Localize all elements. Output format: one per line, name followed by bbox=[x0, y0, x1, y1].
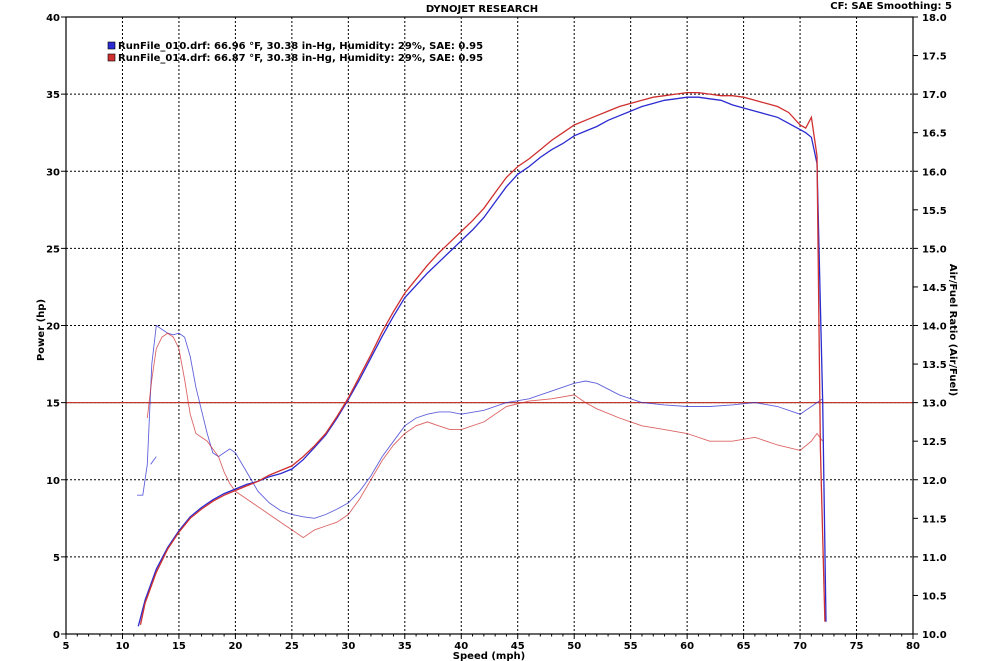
y2-tick-label-18.0: 18.0 bbox=[922, 13, 947, 24]
x-tick-label-20: 20 bbox=[228, 641, 242, 652]
legend: RunFile_010.drf: 66.96 °F, 30.38 in-Hg, … bbox=[107, 41, 483, 64]
y2-tick-label-15.0: 15.0 bbox=[922, 244, 947, 255]
series-lines bbox=[137, 91, 827, 627]
y-tick-label-30: 30 bbox=[46, 167, 60, 178]
legend-label-2: RunFile_014.drf: 66.87 °F, 30.38 in-Hg, … bbox=[118, 53, 483, 64]
x-tick-label-75: 75 bbox=[850, 641, 864, 652]
y2-tick-label-13.0: 13.0 bbox=[922, 399, 947, 410]
y2-tick-label-10.0: 10.0 bbox=[922, 630, 947, 641]
y2-tick-label-15.5: 15.5 bbox=[922, 206, 947, 217]
x-axis-ticks: 5 10 15 20 25 30 35 40 45 50 55 60 65 70 75 80 bbox=[63, 634, 920, 652]
y-tick-label-0: 0 bbox=[53, 630, 60, 641]
chart-subtitle: CF: SAE Smoothing: 5 bbox=[830, 1, 952, 12]
x-tick-label-25: 25 bbox=[285, 641, 299, 652]
x-tick-label-50: 50 bbox=[567, 641, 581, 652]
series-1-afr-fragment bbox=[150, 456, 157, 465]
y2-tick-label-10.5: 10.5 bbox=[922, 591, 947, 602]
x-tick-label-45: 45 bbox=[511, 641, 525, 652]
y2-tick-label-12.0: 12.0 bbox=[922, 476, 947, 487]
series-1-afr-line bbox=[137, 324, 823, 519]
y2-tick-label-14.0: 14.0 bbox=[922, 322, 947, 333]
x-axis-title: Speed (mph) bbox=[453, 651, 525, 661]
y-axis-title: Power (hp) bbox=[36, 299, 47, 361]
x-tick-label-55: 55 bbox=[624, 641, 638, 652]
x-tick-label-30: 30 bbox=[341, 641, 355, 652]
grid-lines bbox=[66, 17, 913, 634]
y-tick-label-35: 35 bbox=[46, 90, 60, 101]
x-tick-label-10: 10 bbox=[116, 641, 130, 652]
series-2-afr-line bbox=[146, 332, 824, 539]
x-tick-label-5: 5 bbox=[63, 641, 70, 652]
x-tick-label-80: 80 bbox=[906, 641, 920, 652]
chart-title: DYNOJET RESEARCH bbox=[426, 4, 538, 15]
y-tick-label-10: 10 bbox=[46, 476, 60, 487]
legend-label-1: RunFile_010.drf: 66.96 °F, 30.38 in-Hg, … bbox=[118, 41, 483, 52]
y-tick-label-40: 40 bbox=[46, 13, 60, 24]
series-1-power-line bbox=[137, 96, 827, 627]
y2-tick-label-14.5: 14.5 bbox=[922, 283, 947, 294]
x-tick-label-70: 70 bbox=[793, 641, 807, 652]
legend-swatch-1 bbox=[107, 41, 116, 50]
plot-frame bbox=[65, 16, 914, 635]
y2-axis-title: Air/Fuel Ratio (Air/Fuel) bbox=[947, 264, 958, 396]
y2-tick-label-16.0: 16.0 bbox=[922, 167, 947, 178]
x-tick-label-15: 15 bbox=[172, 641, 186, 652]
y2-tick-label-17.5: 17.5 bbox=[922, 52, 947, 63]
y2-tick-label-16.5: 16.5 bbox=[922, 129, 947, 140]
y2-tick-label-11.0: 11.0 bbox=[922, 553, 947, 564]
y-tick-label-20: 20 bbox=[46, 322, 60, 333]
y2-tick-label-12.5: 12.5 bbox=[922, 437, 947, 448]
x-tick-label-65: 65 bbox=[737, 641, 751, 652]
y-axis-ticks: 0 5 10 15 20 25 30 35 40 bbox=[46, 13, 66, 641]
x-tick-label-40: 40 bbox=[454, 641, 468, 652]
y2-tick-label-11.5: 11.5 bbox=[922, 514, 947, 525]
y2-axis-ticks: 10.0 10.5 11.0 11.5 12.0 12.5 13.0 13.5 14.0 14.5… bbox=[913, 13, 947, 641]
y2-tick-label-13.5: 13.5 bbox=[922, 360, 947, 371]
y-tick-label-25: 25 bbox=[46, 244, 60, 255]
series-2-power-line bbox=[139, 91, 826, 625]
y2-tick-label-17.0: 17.0 bbox=[922, 90, 947, 101]
legend-swatch-2 bbox=[107, 53, 116, 62]
y-tick-label-5: 5 bbox=[53, 553, 60, 564]
x-tick-label-35: 35 bbox=[398, 641, 412, 652]
x-tick-label-60: 60 bbox=[680, 641, 694, 652]
y-tick-label-15: 15 bbox=[46, 399, 60, 410]
